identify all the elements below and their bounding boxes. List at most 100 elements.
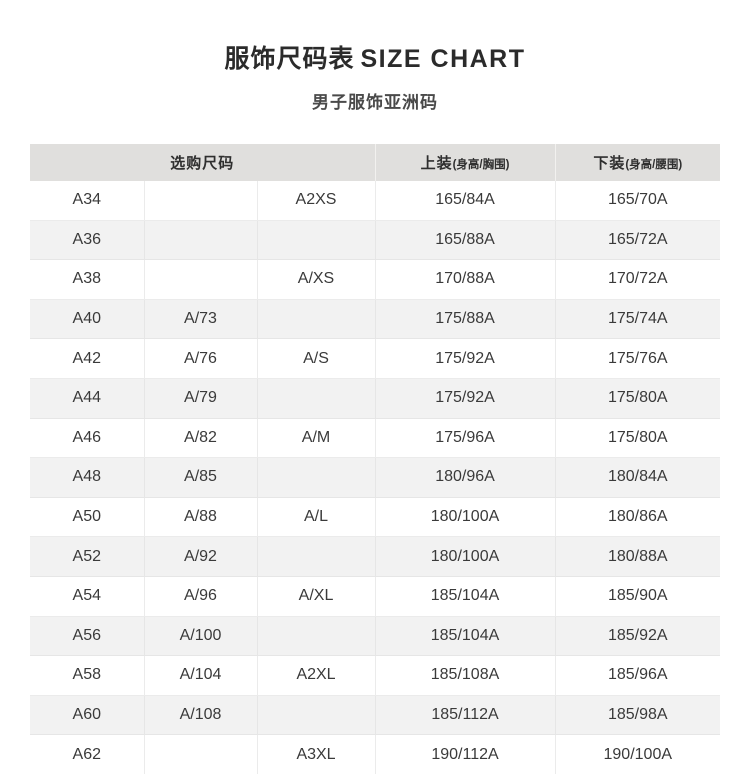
cell-size-a: A56 — [30, 616, 145, 657]
cell-size-b: A/88 — [144, 497, 258, 538]
table-row: A50 A/88 A/L 180/100A 180/86A — [30, 497, 721, 538]
cell-top-measure: 175/92A — [375, 378, 556, 419]
cell-bottom-measure: 165/70A — [555, 181, 721, 221]
table-header-row: 选购尺码 上装(身高/胸围) 下装(身高/腰围) — [30, 144, 721, 181]
cell-size-b: A/100 — [144, 616, 258, 657]
cell-size-c — [257, 299, 376, 340]
cell-bottom-measure: 175/80A — [555, 418, 721, 459]
cell-size-b: A/85 — [144, 457, 258, 498]
cell-top-measure: 175/96A — [375, 418, 556, 459]
cell-size-a: A42 — [30, 338, 145, 379]
column-header-bottom-paren: (身高/腰围) — [625, 159, 683, 171]
size-table: 选购尺码 上装(身高/胸围) 下装(身高/腰围) A34 A2XS 165/84A 1… — [30, 144, 721, 774]
cell-size-b: A/76 — [144, 338, 258, 379]
cell-bottom-measure: 175/76A — [555, 338, 721, 379]
cell-top-measure: 185/104A — [375, 616, 556, 657]
table-row: A44 A/79 175/92A 175/80A — [30, 378, 721, 419]
cell-size-b: A/79 — [144, 378, 258, 419]
cell-top-measure: 165/84A — [375, 181, 556, 221]
cell-size-c — [257, 695, 376, 736]
table-header: 选购尺码 上装(身高/胸围) 下装(身高/腰围) — [30, 144, 721, 181]
cell-top-measure: 185/112A — [375, 695, 556, 736]
cell-bottom-measure: 185/96A — [555, 655, 721, 696]
cell-size-a: A46 — [30, 418, 145, 459]
table-row: A58 A/104 A2XL 185/108A 185/96A — [30, 655, 721, 696]
cell-size-a: A62 — [30, 734, 145, 774]
cell-size-c: A/L — [257, 497, 376, 538]
table-row: A34 A2XS 165/84A 165/70A — [30, 181, 721, 221]
cell-size-c: A/XL — [257, 576, 376, 617]
cell-top-measure: 185/108A — [375, 655, 556, 696]
cell-size-a: A54 — [30, 576, 145, 617]
cell-size-c — [257, 378, 376, 419]
cell-top-measure: 170/88A — [375, 259, 556, 300]
cell-size-a: A40 — [30, 299, 145, 340]
column-header-bottom: 下装(身高/腰围) — [555, 144, 721, 181]
cell-bottom-measure: 175/74A — [555, 299, 721, 340]
table-row: A48 A/85 180/96A 180/84A — [30, 457, 721, 498]
cell-size-b — [144, 259, 258, 300]
table-row: A62 A3XL 190/112A 190/100A — [30, 734, 721, 774]
table-row: A40 A/73 175/88A 175/74A — [30, 299, 721, 340]
cell-top-measure: 165/88A — [375, 220, 556, 261]
cell-size-a: A52 — [30, 536, 145, 577]
cell-size-b: A/82 — [144, 418, 258, 459]
cell-bottom-measure: 185/92A — [555, 616, 721, 657]
cell-size-c: A/M — [257, 418, 376, 459]
cell-bottom-measure: 170/72A — [555, 259, 721, 300]
table-row: A54 A/96 A/XL 185/104A 185/90A — [30, 576, 721, 617]
cell-size-a: A48 — [30, 457, 145, 498]
cell-top-measure: 175/88A — [375, 299, 556, 340]
cell-size-c — [257, 616, 376, 657]
cell-top-measure: 180/96A — [375, 457, 556, 498]
cell-top-measure: 180/100A — [375, 497, 556, 538]
cell-top-measure: 185/104A — [375, 576, 556, 617]
cell-bottom-measure: 190/100A — [555, 734, 721, 774]
table-row: A38 A/XS 170/88A 170/72A — [30, 259, 721, 300]
cell-size-a: A44 — [30, 378, 145, 419]
cell-bottom-measure: 175/80A — [555, 378, 721, 419]
cell-size-b: A/92 — [144, 536, 258, 577]
column-header-size-group: 选购尺码 — [30, 144, 376, 181]
cell-size-a: A36 — [30, 220, 145, 261]
cell-size-b — [144, 734, 258, 774]
cell-size-c — [257, 536, 376, 577]
cell-bottom-measure: 185/98A — [555, 695, 721, 736]
cell-bottom-measure: 180/86A — [555, 497, 721, 538]
cell-size-c — [257, 457, 376, 498]
cell-bottom-measure: 180/84A — [555, 457, 721, 498]
cell-size-a: A50 — [30, 497, 145, 538]
title-block: 服饰尺码表 SIZE CHART 男子服饰亚洲码 — [0, 0, 750, 113]
table-body: A34 A2XS 165/84A 165/70A A36 165/88A 165/72A A3… — [30, 181, 721, 774]
column-header-bottom-label: 下装 — [593, 155, 626, 172]
table-row: A60 A/108 185/112A 185/98A — [30, 695, 721, 736]
page-subtitle: 男子服饰亚洲码 — [312, 93, 438, 112]
cell-size-b: A/73 — [144, 299, 258, 340]
cell-bottom-measure: 180/88A — [555, 536, 721, 577]
page-title-cn: 服饰尺码表 — [224, 45, 355, 73]
cell-bottom-measure: 165/72A — [555, 220, 721, 261]
cell-size-c: A/S — [257, 338, 376, 379]
table-row: A42 A/76 A/S 175/92A 175/76A — [30, 338, 721, 379]
cell-size-c: A3XL — [257, 734, 376, 774]
page-title-en: SIZE CHART — [360, 45, 526, 73]
cell-size-c — [257, 220, 376, 261]
cell-size-a: A58 — [30, 655, 145, 696]
cell-top-measure: 180/100A — [375, 536, 556, 577]
table-row: A52 A/92 180/100A 180/88A — [30, 536, 721, 577]
cell-bottom-measure: 185/90A — [555, 576, 721, 617]
cell-size-c: A2XL — [257, 655, 376, 696]
cell-size-b: A/104 — [144, 655, 258, 696]
cell-size-c: A2XS — [257, 181, 376, 221]
column-header-top-paren: (身高/胸围) — [452, 159, 510, 171]
cell-size-b — [144, 181, 258, 221]
cell-top-measure: 190/112A — [375, 734, 556, 774]
column-header-top-label: 上装 — [420, 155, 453, 172]
cell-size-a: A34 — [30, 181, 145, 221]
cell-size-c: A/XS — [257, 259, 376, 300]
cell-size-a: A38 — [30, 259, 145, 300]
size-table-container: 选购尺码 上装(身高/胸围) 下装(身高/腰围) A34 A2XS 165/84A 1… — [30, 144, 721, 774]
cell-top-measure: 175/92A — [375, 338, 556, 379]
cell-size-b: A/108 — [144, 695, 258, 736]
